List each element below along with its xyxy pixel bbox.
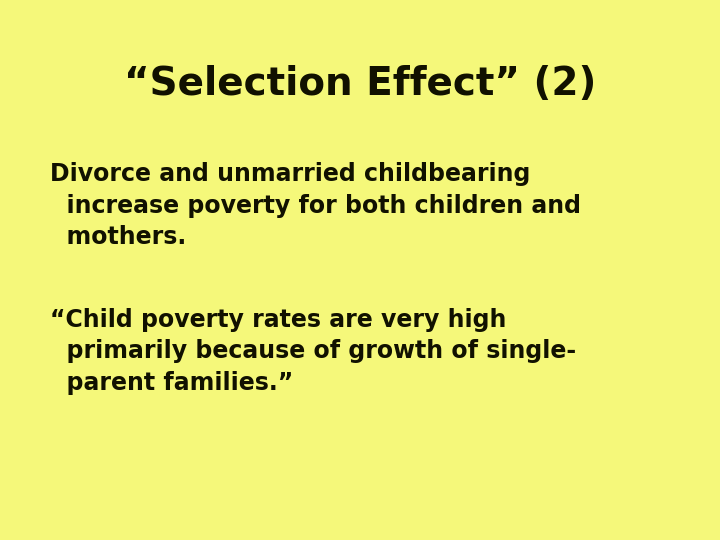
Text: Divorce and unmarried childbearing
  increase poverty for both children and
  mo: Divorce and unmarried childbearing incre…: [50, 162, 582, 249]
Text: “Selection Effect” (2): “Selection Effect” (2): [124, 65, 596, 103]
Text: “Child poverty rates are very high
  primarily because of growth of single-
  pa: “Child poverty rates are very high prima…: [50, 308, 577, 395]
